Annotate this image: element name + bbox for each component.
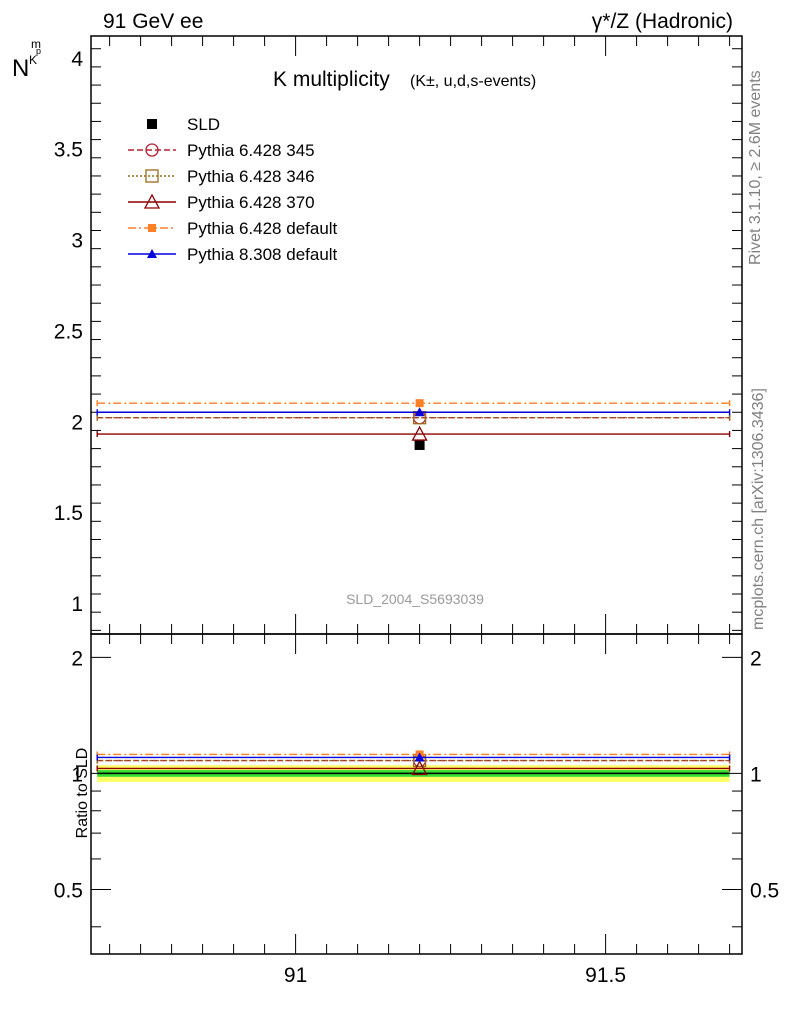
main-y-label: N xyxy=(12,55,29,82)
y-tick-label-right: 1 xyxy=(750,763,762,786)
header-left: 91 GeV ee xyxy=(103,10,203,33)
legend: SLD Pythia 6.428 345 Pythia 6.428 346 Pythi… xyxy=(128,115,338,264)
legend-entry-p370: Pythia 6.428 370 xyxy=(128,193,315,212)
y-tick-label: 1 xyxy=(71,593,83,616)
legend-marker xyxy=(145,143,159,157)
legend-label: SLD xyxy=(187,115,220,134)
ratio-x-ticks: 91 91.5 xyxy=(109,634,731,987)
legend-entry-p346: Pythia 6.428 346 xyxy=(128,167,315,186)
chart-subtitle: (K±, u,d,s-events) xyxy=(410,73,536,90)
ratio-series-p8default xyxy=(96,752,731,762)
main-y-label-sub2: m xyxy=(31,37,41,51)
main-x-ticks xyxy=(109,36,731,634)
mcplots-label: mcplots.cern.ch [arXiv:1306.3436] xyxy=(750,388,767,630)
ratio-y-label: Ratio to SLD xyxy=(74,748,91,839)
ratio-series-p370 xyxy=(96,760,731,776)
series-p6default xyxy=(96,399,731,408)
y-tick-label: 1.5 xyxy=(54,502,83,525)
y-tick-label: 0.5 xyxy=(54,879,83,902)
data-point xyxy=(414,439,425,450)
legend-label: Pythia 6.428 345 xyxy=(187,141,315,160)
y-tick-label: 2 xyxy=(71,647,83,670)
legend-marker xyxy=(147,249,157,258)
series-p8default xyxy=(96,407,731,417)
main-y-ticks: 1 1.5 2 2.5 3 3.5 4 xyxy=(54,48,742,631)
series-SLD xyxy=(414,439,425,450)
series-p370 xyxy=(96,425,731,441)
x-tick-label: 91 xyxy=(284,964,307,987)
main-y-label-sub: K xyxy=(29,53,37,67)
legend-entry-p345: Pythia 6.428 345 xyxy=(128,141,315,160)
legend-label: Pythia 6.428 default xyxy=(187,219,338,238)
legend-marker xyxy=(145,169,159,183)
legend-entry-p6default: Pythia 6.428 default xyxy=(128,219,338,238)
y-tick-label: 4 xyxy=(71,48,83,71)
ratio-series xyxy=(96,750,731,776)
legend-marker xyxy=(143,193,161,209)
y-tick-label-right: 2 xyxy=(750,647,762,670)
main-y-label-sup: p xyxy=(36,46,41,56)
main-series xyxy=(96,399,731,450)
ratio-panel: 91 91.5 0.5 0.5 1 1 2 2 Ratio to SLD xyxy=(54,633,779,987)
y-tick-label: 2.5 xyxy=(54,320,83,343)
data-point xyxy=(414,407,425,417)
y-tick-label: 3 xyxy=(71,230,83,253)
legend-label: Pythia 6.428 346 xyxy=(187,167,315,186)
analysis-watermark: SLD_2004_S5693039 xyxy=(346,591,484,607)
ratio-point xyxy=(414,752,425,762)
data-point xyxy=(411,425,428,441)
rivet-label: Rivet 3.1.10, ≥ 2.6M events xyxy=(747,70,764,265)
header-right: γ*/Z (Hadronic) xyxy=(592,10,733,33)
data-point xyxy=(415,399,424,408)
legend-entry-p8default: Pythia 8.308 default xyxy=(128,245,338,264)
ratio-point xyxy=(411,760,428,776)
legend-label: Pythia 6.428 370 xyxy=(187,193,315,212)
y-tick-label-right: 0.5 xyxy=(750,879,779,902)
legend-entry-SLD: SLD xyxy=(147,115,220,134)
ratio-y-ticks: 0.5 0.5 1 1 2 2 xyxy=(54,647,779,928)
main-panel: 1 1.5 2 2.5 3 3.5 4 N K p m K multiplicity (K±… xyxy=(12,35,743,635)
chart-title: K multiplicity xyxy=(273,68,390,91)
y-tick-label: 3.5 xyxy=(54,139,83,162)
x-tick-label: 91.5 xyxy=(585,964,626,987)
legend-marker xyxy=(148,224,156,232)
y-tick-label: 1 xyxy=(71,763,83,786)
legend-label: Pythia 8.308 default xyxy=(187,245,338,264)
ratio-frame xyxy=(90,633,743,955)
legend-marker xyxy=(147,119,157,129)
y-tick-label: 2 xyxy=(71,411,83,434)
